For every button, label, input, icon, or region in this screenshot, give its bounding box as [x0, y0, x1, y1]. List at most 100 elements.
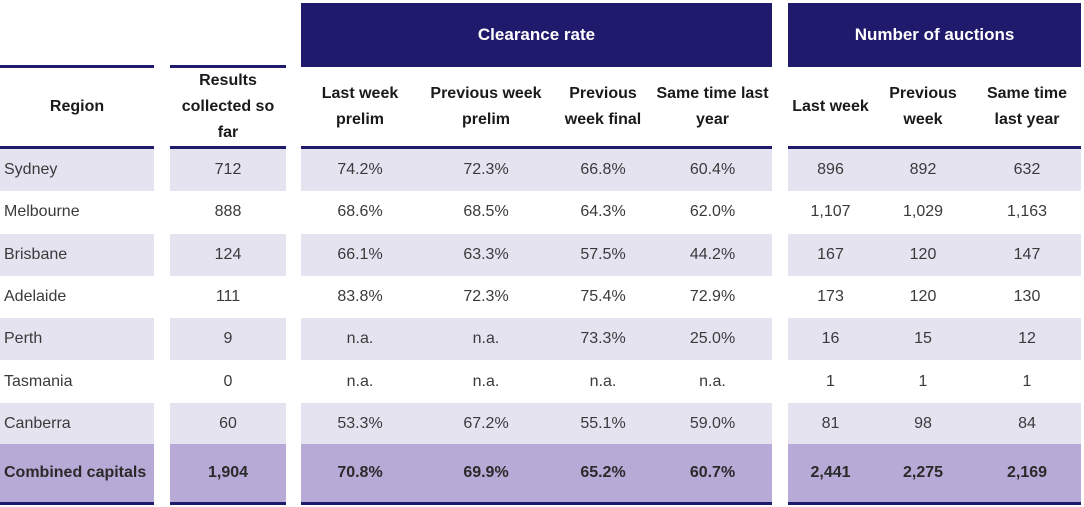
clearance-rate-group-label: Clearance rate — [477, 25, 596, 44]
cell-region: Perth — [4, 330, 43, 348]
cell-cr-year: 25.0% — [689, 330, 736, 348]
row-background — [170, 233, 286, 276]
cell-na-prev: 120 — [909, 245, 937, 263]
cell-na-last: 81 — [821, 414, 840, 432]
cell-na-prev: 1,029 — [902, 203, 944, 221]
row-background — [788, 233, 1081, 276]
cell-cr-year: 44.2% — [689, 245, 736, 263]
cell-region: Brisbane — [4, 245, 68, 263]
row-background — [788, 318, 1081, 361]
cell-cr-final: 65.2% — [580, 464, 626, 481]
cell-cr-year: 60.7% — [689, 464, 736, 481]
cell-cr-prev: 69.9% — [463, 464, 509, 481]
cell-na-last: 1,107 — [810, 203, 851, 221]
col-header-cr-same-time-label: Same time last year — [656, 85, 769, 128]
cell-cr-last: n.a. — [346, 372, 374, 390]
cell-cr-last: n.a. — [346, 330, 374, 348]
col-header-cr-same-time: Same time last year — [653, 68, 772, 146]
cell-na-year: 632 — [1013, 161, 1041, 179]
cell-cr-final: 73.3% — [580, 330, 626, 348]
row-background — [788, 402, 1081, 446]
cell-cr-year: 62.0% — [689, 203, 736, 221]
col-header-na-prev-week-label: Previous week — [889, 85, 957, 128]
row-background — [788, 149, 1081, 192]
header-bottom-rule-results — [170, 146, 286, 149]
row-background — [0, 444, 154, 502]
cell-cr-final: 64.3% — [580, 203, 626, 221]
table-row: Canberra 60 53.3% 67.2% 55.1% 59.0% 81 98 84 — [0, 402, 1084, 446]
cell-na-year: 2,169 — [1006, 464, 1048, 481]
col-header-cr-prev-final: Previous week final — [553, 68, 653, 146]
cell-na-year: 84 — [1018, 414, 1036, 432]
cell-region: Adelaide — [4, 288, 67, 306]
header-bottom-rule-auctions — [788, 146, 1081, 149]
cell-na-last: 167 — [817, 245, 844, 263]
col-header-region: Region — [0, 68, 154, 146]
footer-rule-region — [0, 502, 154, 505]
cell-na-prev: 120 — [909, 288, 937, 306]
cell-cr-year: 72.9% — [689, 288, 736, 306]
cell-na-prev: 2,275 — [902, 464, 944, 481]
cell-cr-year: n.a. — [699, 372, 726, 390]
row-background — [301, 149, 772, 192]
cell-cr-year: 59.0% — [689, 414, 736, 432]
cell-na-prev: 892 — [909, 161, 937, 179]
table-row: Sydney 712 74.2% 72.3% 66.8% 60.4% 896 892 632 — [0, 149, 1084, 192]
col-header-cr-last-week-label: Last week prelim — [321, 85, 399, 128]
table-row: Perth 9 n.a. n.a. 73.3% 25.0% 16 15 12 — [0, 318, 1084, 361]
header-bottom-rule-clearance — [301, 146, 772, 149]
cell-na-prev: 1 — [918, 372, 928, 390]
table-row: Brisbane 124 66.1% 63.3% 57.5% 44.2% 167 120 147 — [0, 233, 1084, 276]
cell-cr-last: 83.8% — [337, 288, 383, 306]
cell-cr-final: n.a. — [589, 372, 617, 390]
cell-na-last: 1 — [826, 372, 835, 390]
col-header-na-last-week-label: Last week — [792, 98, 869, 115]
col-header-region-label: Region — [49, 98, 105, 115]
cell-na-year: 130 — [1013, 288, 1041, 306]
header-bottom-rule-region — [0, 146, 154, 149]
header-top-rule-region — [0, 65, 154, 68]
cell-cr-last: 53.3% — [337, 414, 383, 432]
col-header-na-same-time: Same time last year — [973, 68, 1081, 146]
cell-results: 111 — [215, 288, 241, 306]
footer-rule-clearance — [301, 502, 772, 505]
cell-na-prev: 15 — [914, 330, 932, 348]
cell-na-year: 147 — [1013, 245, 1041, 263]
col-header-na-same-time-label: Same time last year — [986, 85, 1068, 128]
col-header-cr-prev-week-label: Previous week prelim — [430, 85, 542, 128]
table-row: Melbourne 888 68.6% 68.5% 64.3% 62.0% 1,107 1,0… — [0, 191, 1084, 233]
cell-na-year: 1,163 — [1006, 203, 1048, 221]
col-header-cr-last-week: Last week prelim — [301, 68, 419, 146]
col-header-results-label: Results collected so far — [181, 72, 275, 141]
row-background — [788, 444, 1081, 502]
cell-region: Canberra — [4, 414, 71, 432]
cell-na-year: 12 — [1018, 330, 1036, 348]
cell-results: 9 — [223, 330, 233, 348]
cell-results: 0 — [223, 372, 233, 390]
header-top-rule-results — [170, 65, 286, 68]
table-row: Tasmania 0 n.a. n.a. n.a. n.a. 1 1 1 — [0, 361, 1084, 403]
table-row-total: Combined capitals 1,904 70.8% 69.9% 65.2% 60.… — [0, 444, 1084, 502]
cell-cr-prev: 72.3% — [463, 161, 509, 179]
cell-cr-last: 66.1% — [337, 245, 383, 263]
col-header-cr-prev-final-label: Previous week final — [564, 85, 642, 128]
cell-cr-prev: n.a. — [472, 330, 500, 348]
cell-cr-final: 57.5% — [580, 245, 626, 263]
cell-na-prev: 98 — [914, 414, 932, 432]
row-background — [0, 233, 154, 276]
row-background — [0, 149, 154, 192]
number-of-auctions-group-header: Number of auctions — [788, 3, 1081, 67]
cell-cr-last: 74.2% — [337, 161, 383, 179]
col-header-na-prev-week: Previous week — [873, 68, 973, 146]
cell-results: 888 — [214, 203, 242, 221]
cell-cr-prev: 67.2% — [463, 414, 509, 432]
row-background — [0, 318, 154, 361]
cell-na-last: 896 — [817, 161, 844, 179]
row-background — [0, 402, 154, 446]
cell-na-last: 2,441 — [810, 464, 851, 481]
cell-cr-final: 66.8% — [580, 161, 626, 179]
col-header-results: Results collected so far — [170, 68, 286, 146]
cell-na-last: 16 — [821, 330, 840, 348]
cell-cr-final: 75.4% — [580, 288, 626, 306]
cell-cr-prev: 68.5% — [463, 203, 509, 221]
